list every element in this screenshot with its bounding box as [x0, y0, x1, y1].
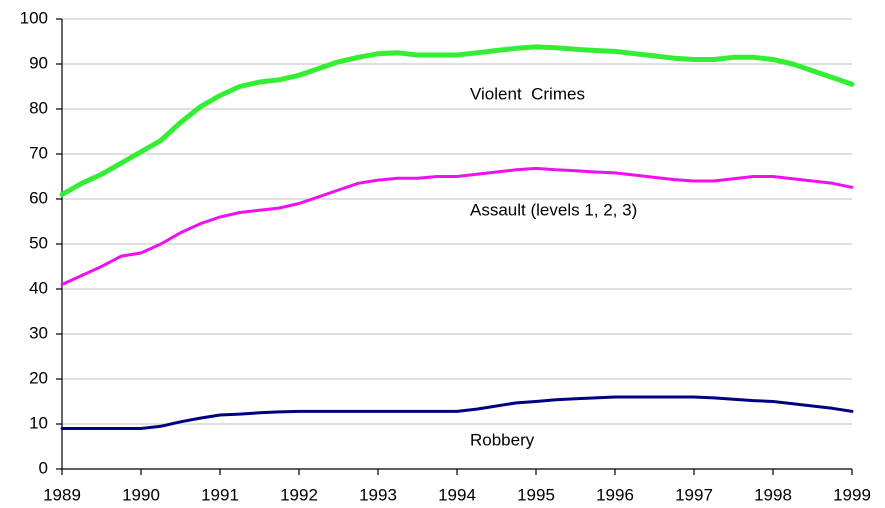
- x-tick-label: 1997: [675, 485, 713, 504]
- y-tick-label: 70: [29, 143, 48, 162]
- y-tick-label: 90: [29, 53, 48, 72]
- series-label: Violent Crimes: [470, 84, 585, 103]
- y-tick-label: 60: [29, 188, 48, 207]
- y-tick-label: 100: [20, 8, 48, 27]
- y-tick-label: 0: [39, 458, 48, 477]
- y-tick-label: 30: [29, 323, 48, 342]
- y-tick-label: 40: [29, 278, 48, 297]
- x-tick-label: 1996: [596, 485, 634, 504]
- x-tick-label: 1993: [359, 485, 397, 504]
- series-label: Robbery: [470, 430, 535, 449]
- x-tick-label: 1990: [122, 485, 160, 504]
- series-line: [60, 166, 854, 286]
- x-tick-label: 1999: [833, 485, 871, 504]
- x-tick-label: 1998: [754, 485, 792, 504]
- x-tick-label: 1995: [517, 485, 555, 504]
- series-line: [59, 44, 855, 197]
- series-line: [60, 395, 854, 430]
- y-tick-label: 20: [29, 368, 48, 387]
- y-tick-label: 50: [29, 233, 48, 252]
- x-tick-label: 1991: [201, 485, 239, 504]
- x-tick-label: 1989: [43, 485, 81, 504]
- y-tick-label: 80: [29, 98, 48, 117]
- series-label: Assault (levels 1, 2, 3): [470, 200, 637, 219]
- x-tick-label: 1992: [280, 485, 318, 504]
- y-tick-label: 10: [29, 413, 48, 432]
- x-tick-label: 1994: [438, 485, 476, 504]
